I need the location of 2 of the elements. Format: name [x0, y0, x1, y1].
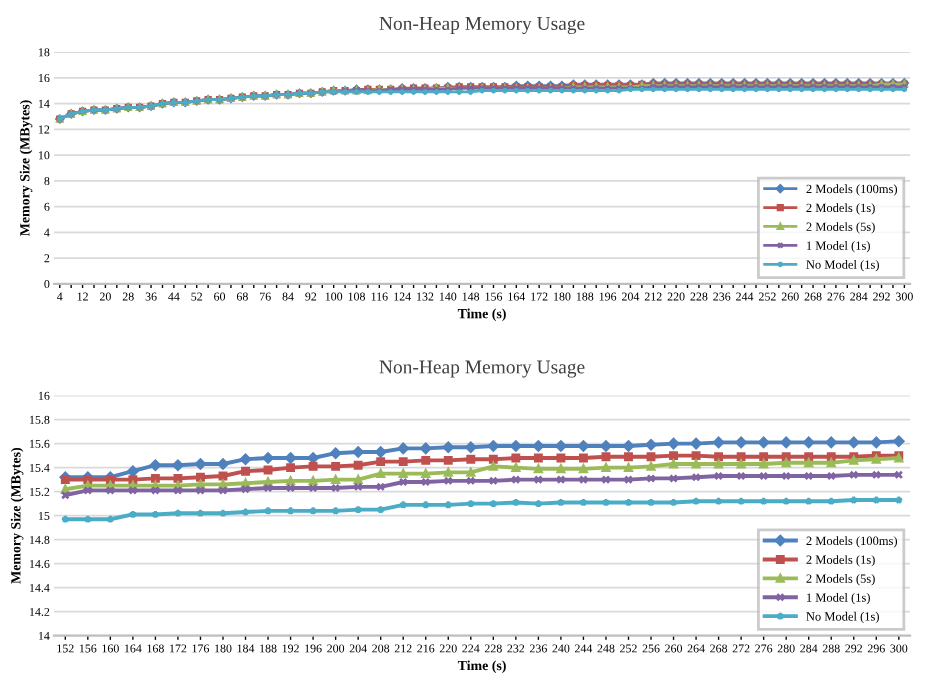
chart-title: Non-Heap Memory Usage — [379, 360, 585, 378]
chart-title: Non-Heap Memory Usage — [379, 17, 585, 35]
